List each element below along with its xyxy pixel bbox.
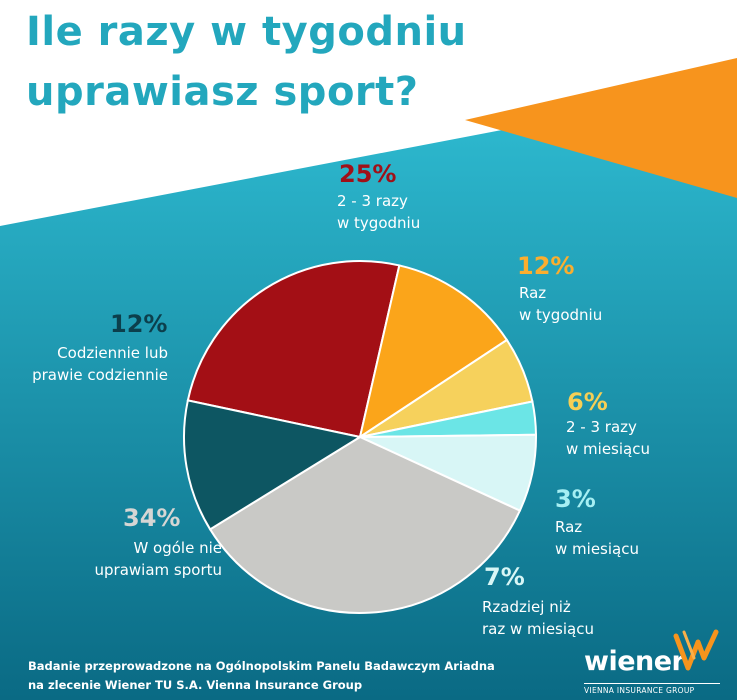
orange-accent-wedge	[465, 58, 737, 198]
footnote-line-1: Badanie przeprowadzone na Ogólnopolskim …	[28, 659, 495, 673]
page-title: Ile razy w tygodniu uprawiasz sport?	[26, 2, 467, 122]
title-line-2: uprawiasz sport?	[26, 69, 419, 115]
slice-pct-2-3-monthly: 6%	[567, 388, 608, 416]
logo-wordmark: wiener	[584, 646, 685, 677]
pie-slice-never	[208, 435, 522, 614]
slice-label-2-3-monthly: 2 - 3 razy w miesiącu	[566, 418, 650, 458]
slice-label-once-monthly: Raz w miesiącu	[555, 518, 639, 558]
slice-pct-never: 34%	[123, 504, 181, 532]
pie-slice-daily	[183, 399, 363, 531]
footnote-line-2: na zlecenie Wiener TU S.A. Vienna Insura…	[28, 678, 363, 692]
wiener-logo: wiener VIENNA INSURANCE GROUP	[584, 628, 724, 696]
slice-label-once-weekly: Raz w tygodniu	[519, 284, 603, 324]
logo-mark-icon	[673, 629, 719, 671]
slice-label-daily: Codziennie lub prawie codziennie	[32, 344, 168, 384]
slice-pct-once-weekly: 12%	[517, 252, 575, 280]
slice-pct-daily: 12%	[110, 310, 168, 338]
slice-label-2-3-weekly: 2 - 3 razy w tygodniu	[337, 192, 421, 232]
slice-pct-once-monthly: 3%	[555, 485, 596, 513]
slice-pct-2-3-weekly: 25%	[339, 160, 397, 188]
slice-label-never: W ogóle nie uprawiam sportu	[94, 539, 222, 579]
slice-pct-less-than-monthly: 7%	[484, 563, 525, 591]
slice-label-less-than-monthly: Rzadziej niż raz w miesiącu	[482, 598, 594, 638]
title-line-1: Ile razy w tygodniu	[26, 9, 467, 55]
pie-slice-once-weekly	[358, 264, 509, 440]
survey-footnote: Badanie przeprowadzone na Ogólnopolskim …	[28, 657, 495, 695]
logo-tagline: VIENNA INSURANCE GROUP	[584, 683, 720, 695]
pie-slice-2-3-weekly	[186, 260, 401, 439]
